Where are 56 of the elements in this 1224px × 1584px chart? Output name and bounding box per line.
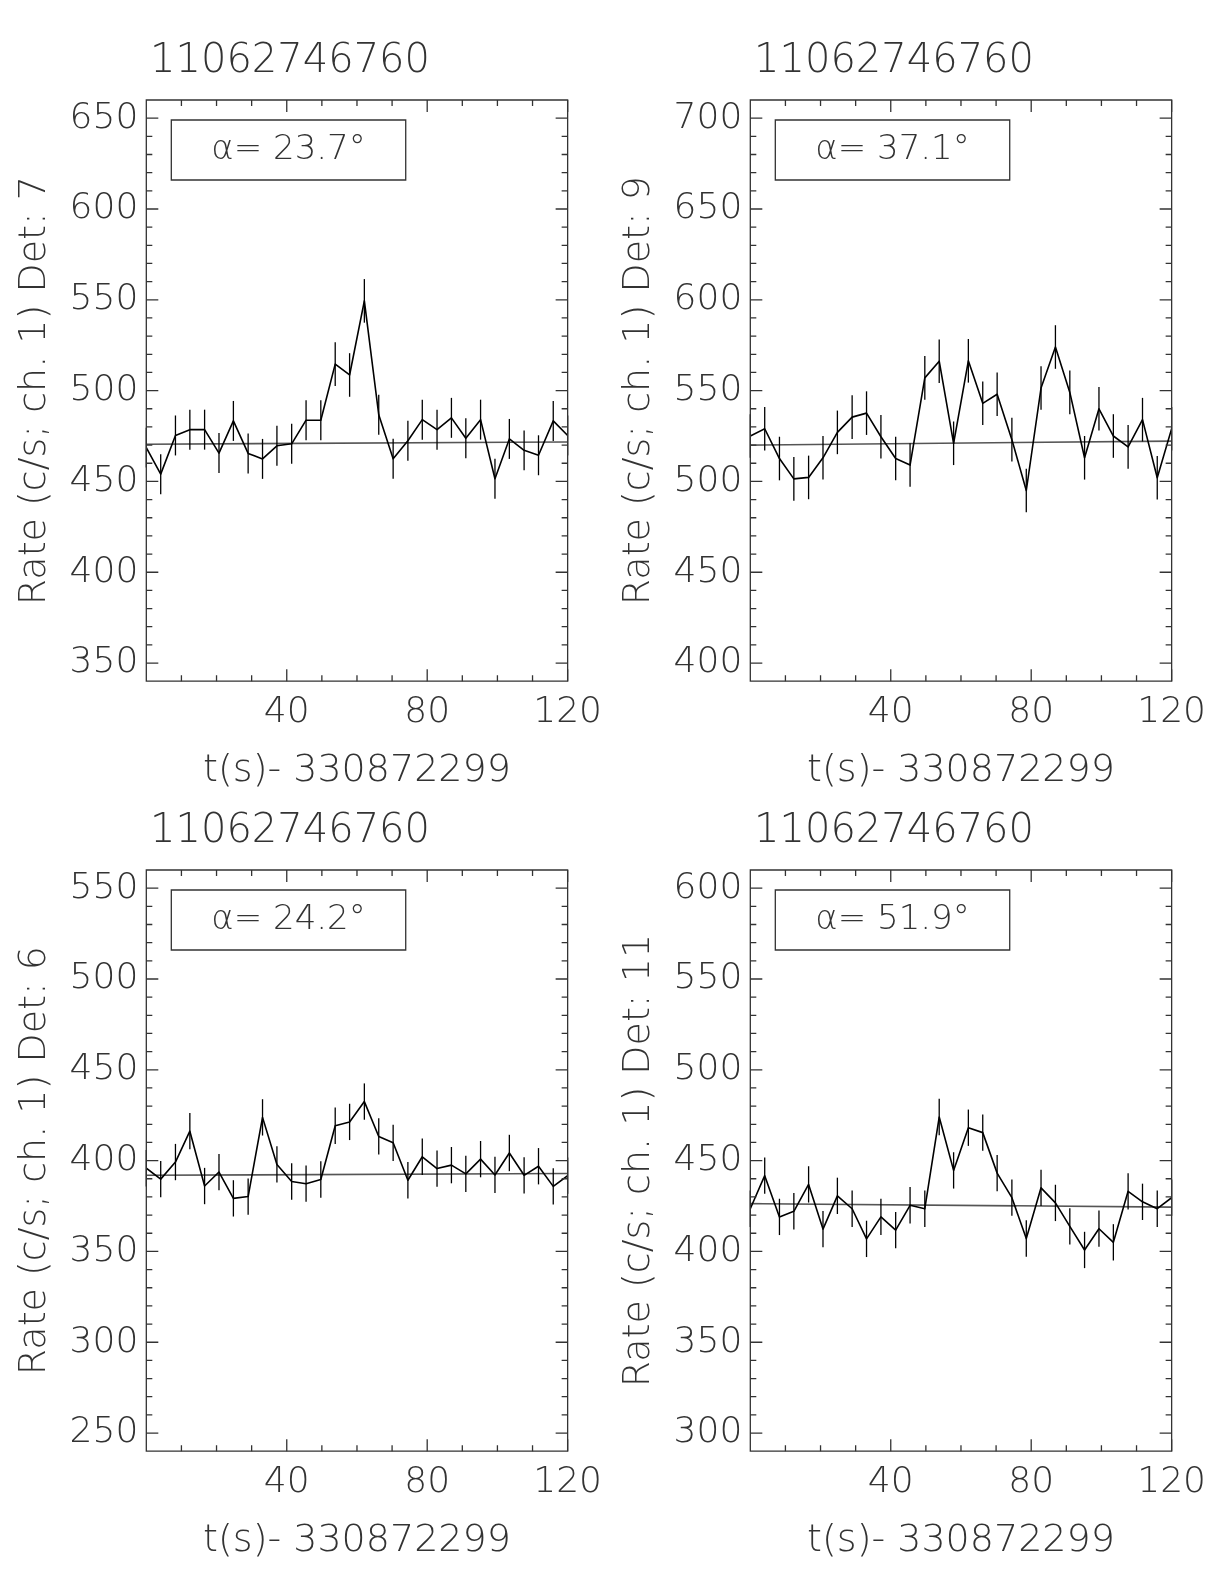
x-tick-label: 40 — [263, 689, 310, 731]
x-tick-label: 40 — [867, 689, 914, 731]
y-tick-label: 700 — [673, 94, 743, 136]
chart-title: 11062746760 — [754, 35, 1034, 82]
y-tick-label: 500 — [673, 457, 743, 499]
y-tick-label: 500 — [69, 366, 139, 408]
y-tick-label: 600 — [673, 864, 743, 906]
y-tick-label: 300 — [673, 1409, 743, 1451]
y-tick-label: 350 — [69, 639, 139, 681]
chart-title: 11062746760 — [150, 35, 430, 82]
y-tick-label: 450 — [673, 548, 743, 590]
x-tick-label: 40 — [867, 1459, 914, 1501]
y-tick-label: 400 — [69, 548, 139, 590]
y-tick-label: 650 — [673, 185, 743, 227]
x-axis-title: t(s)- 330872299 — [203, 746, 511, 791]
y-tick-label: 600 — [673, 276, 743, 318]
x-axis-title: t(s)- 330872299 — [807, 1516, 1115, 1561]
y-tick-label: 400 — [69, 1136, 139, 1178]
annotation: α= 37.1° — [815, 126, 970, 167]
x-tick-label: 80 — [404, 689, 451, 731]
y-tick-label: 550 — [69, 276, 139, 318]
y-tick-label: 400 — [673, 639, 743, 681]
y-tick-label: 550 — [69, 864, 139, 906]
y-tick-label: 550 — [673, 955, 743, 997]
x-tick-label: 80 — [1008, 1459, 1055, 1501]
x-axis-title: t(s)- 330872299 — [203, 1516, 511, 1561]
y-tick-label: 350 — [69, 1227, 139, 1269]
annotation: α= 23.7° — [211, 126, 366, 167]
y-tick-label: 400 — [673, 1227, 743, 1269]
y-axis-title: Rate (c/s; ch. 1) Det: 6 — [9, 945, 54, 1376]
y-tick-label: 300 — [69, 1318, 139, 1360]
y-tick-label: 500 — [69, 955, 139, 997]
y-tick-label: 600 — [69, 185, 139, 227]
y-tick-label: 500 — [673, 1046, 743, 1088]
y-tick-label: 450 — [69, 1046, 139, 1088]
annotation: α= 51.9° — [815, 896, 970, 937]
y-tick-label: 450 — [673, 1136, 743, 1178]
x-tick-label: 40 — [263, 1459, 310, 1501]
y-tick-label: 250 — [69, 1409, 139, 1451]
x-tick-label: 120 — [533, 689, 602, 731]
y-tick-label: 350 — [673, 1318, 743, 1360]
y-tick-label: 450 — [69, 457, 139, 499]
chart-title: 11062746760 — [754, 805, 1034, 852]
x-tick-label: 120 — [1137, 1459, 1206, 1501]
y-axis-title: Rate (c/s; ch. 1) Det: 11 — [613, 933, 658, 1388]
y-tick-label: 650 — [69, 94, 139, 136]
x-axis-title: t(s)- 330872299 — [807, 746, 1115, 791]
x-tick-label: 80 — [404, 1459, 451, 1501]
y-tick-label: 550 — [673, 366, 743, 408]
chart-title: 11062746760 — [150, 805, 430, 852]
x-tick-label: 120 — [1137, 689, 1206, 731]
y-axis-title: Rate (c/s; ch. 1) Det: 9 — [613, 175, 658, 606]
annotation: α= 24.2° — [211, 896, 366, 937]
x-tick-label: 80 — [1008, 689, 1055, 731]
y-axis-title: Rate (c/s; ch. 1) Det: 7 — [9, 175, 54, 606]
x-tick-label: 120 — [533, 1459, 602, 1501]
